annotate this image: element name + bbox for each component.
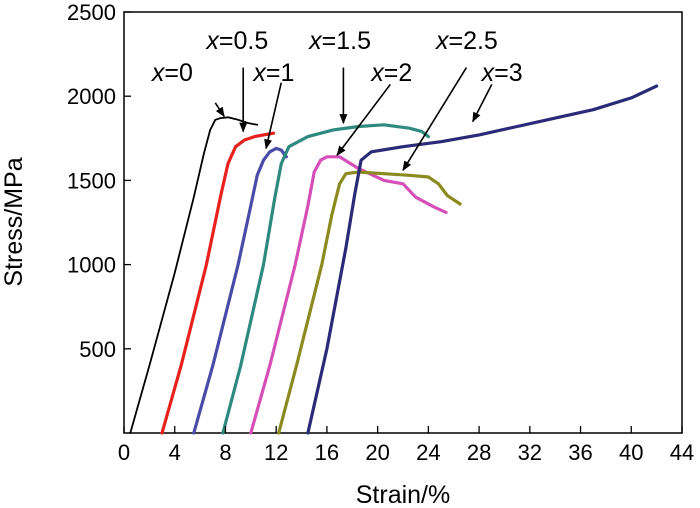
series-annotation-label: x=2 bbox=[370, 59, 412, 87]
x-axis-title: Strain/% bbox=[356, 481, 450, 508]
series-annotation-label: x=2.5 bbox=[435, 27, 498, 55]
x-tick-label: 8 bbox=[219, 440, 231, 465]
x-tick-label: 36 bbox=[568, 440, 592, 465]
series-annotation-label: x=1.5 bbox=[308, 27, 371, 55]
y-tick-label: 2000 bbox=[67, 84, 116, 109]
x-tick-label: 0 bbox=[118, 440, 130, 465]
series-layer bbox=[129, 84, 659, 435]
series-annotation-label: x=1 bbox=[252, 59, 294, 87]
series-annotation-label: x=0.5 bbox=[205, 27, 268, 55]
x-tick-label: 28 bbox=[467, 440, 491, 465]
annotation-arrow bbox=[472, 84, 493, 123]
series-annotation-label: x=0 bbox=[151, 59, 193, 87]
annotation-arrow bbox=[214, 102, 225, 118]
y-tick-label: 1500 bbox=[67, 168, 116, 193]
annotation-arrow bbox=[264, 82, 283, 150]
y-tick-label: 1000 bbox=[67, 253, 116, 278]
series-line-x-0 bbox=[129, 116, 259, 434]
series-line-x-2 bbox=[249, 155, 448, 435]
y-tick-label: 2500 bbox=[67, 0, 116, 25]
tick-layer: 0 4 8 12 16 20 24 28 32 36 40 44 500 1000 1500 2000 2500 bbox=[67, 0, 694, 465]
x-tick-label: 40 bbox=[619, 440, 643, 465]
x-tick-label: 12 bbox=[264, 440, 288, 465]
annotation-arrow bbox=[402, 67, 468, 172]
series-line-x-3 bbox=[306, 84, 659, 435]
plot-frame bbox=[123, 11, 683, 434]
y-axis-title: Stress/MPa bbox=[0, 157, 28, 286]
annotation-layer: x=0 x=0.5 x=1 x=1.5 x=2 x=2.5 x=3 bbox=[151, 27, 523, 172]
y-tick-label: 500 bbox=[79, 337, 116, 362]
series-line-x-1 bbox=[192, 146, 288, 435]
x-tick-label: 4 bbox=[169, 440, 181, 465]
series-line-x-1-5 bbox=[221, 123, 430, 435]
series-line-x-0-5 bbox=[160, 131, 276, 435]
x-tick-label: 44 bbox=[670, 440, 694, 465]
x-tick-label: 32 bbox=[518, 440, 542, 465]
x-tick-label: 24 bbox=[416, 440, 440, 465]
annotation-arrow bbox=[336, 83, 391, 156]
x-tick-label: 20 bbox=[365, 440, 389, 465]
x-tick-label: 16 bbox=[315, 440, 339, 465]
series-annotation-label: x=3 bbox=[481, 59, 523, 87]
